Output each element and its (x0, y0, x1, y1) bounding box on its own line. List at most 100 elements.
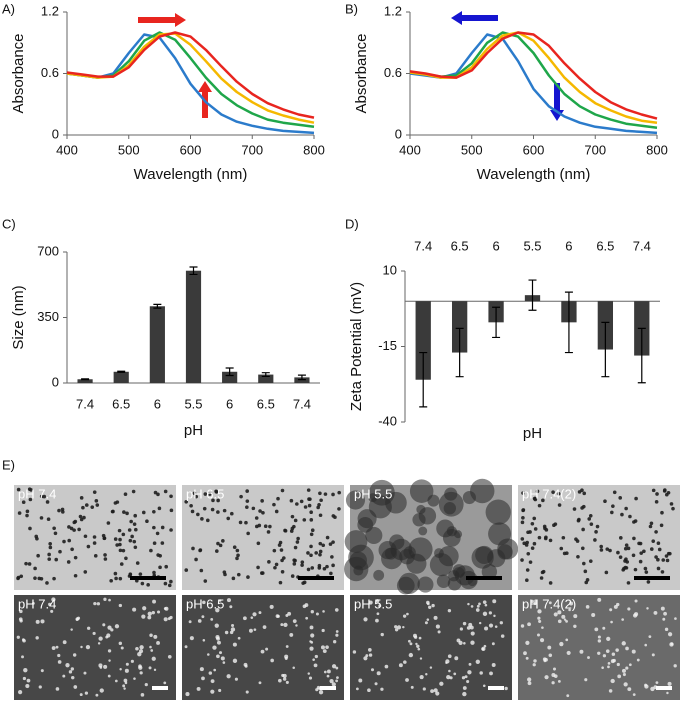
particle (537, 609, 542, 614)
x-tick-label: 5.5 (184, 396, 202, 411)
particle (290, 574, 295, 578)
x-axis-label: Wavelength (nm) (477, 166, 591, 183)
particle (132, 522, 137, 526)
particle (107, 625, 112, 630)
particle (520, 558, 524, 562)
particle (263, 524, 268, 529)
particle (433, 688, 438, 693)
particle (132, 607, 137, 612)
y-tick-label: -15 (378, 338, 397, 353)
particle (488, 611, 492, 615)
particle (276, 496, 280, 501)
particle (222, 661, 226, 664)
particle (625, 666, 629, 670)
particle (662, 489, 667, 493)
particle (85, 645, 91, 650)
particle (70, 667, 75, 671)
particle (33, 566, 37, 571)
aggregate (434, 548, 444, 559)
particle (463, 642, 466, 645)
particle (242, 616, 247, 621)
particle (96, 602, 101, 606)
particle (662, 617, 666, 621)
particle (430, 689, 434, 694)
particle (625, 560, 630, 564)
particle (138, 665, 143, 670)
image-label: pH 7.4(2) (522, 486, 576, 501)
particle (215, 608, 220, 613)
aggregate (345, 490, 366, 510)
particle (184, 568, 189, 572)
aggregate (487, 549, 506, 568)
error-bar (637, 327, 646, 384)
particle (572, 507, 577, 511)
aggregate (368, 493, 378, 503)
aggregate (418, 526, 428, 536)
particle (267, 560, 271, 564)
particle (624, 506, 628, 511)
particle (295, 502, 299, 506)
particle (103, 553, 107, 557)
particle (569, 601, 574, 606)
particle (621, 641, 626, 646)
particle (153, 490, 158, 495)
particle (232, 658, 238, 664)
particle (425, 673, 428, 676)
particle (331, 563, 335, 568)
particle (638, 559, 643, 564)
particle (523, 651, 527, 656)
particle (540, 638, 545, 643)
particle (445, 661, 448, 665)
particle (36, 553, 40, 558)
particle (256, 541, 261, 546)
particle (530, 599, 534, 604)
particle (246, 531, 250, 536)
particle (464, 675, 468, 679)
particle (667, 632, 673, 637)
particle (220, 656, 225, 661)
aggregate (344, 530, 368, 553)
particle (292, 666, 295, 670)
particle (322, 649, 327, 654)
particle (585, 605, 590, 609)
particle (107, 649, 112, 653)
particle (453, 672, 457, 676)
particle (605, 547, 610, 551)
y-tick-label: 1.2 (384, 3, 402, 18)
x-tick-label: 6.5 (112, 396, 130, 411)
particle (435, 624, 440, 629)
particle (163, 489, 168, 494)
particle (532, 541, 537, 546)
particle (308, 676, 313, 680)
particle (72, 520, 77, 525)
particle (556, 491, 561, 496)
particle (139, 645, 144, 650)
particle (653, 610, 658, 615)
particle (325, 535, 330, 540)
particle (335, 630, 339, 633)
particle (406, 612, 409, 616)
particle (632, 613, 638, 618)
particle (244, 520, 248, 525)
particle (656, 566, 661, 571)
spectrum-line (66, 33, 315, 135)
particle (276, 614, 280, 618)
particle (51, 597, 56, 602)
particle (475, 608, 480, 612)
particle (274, 562, 279, 567)
micrograph: pH 5.5 (344, 478, 519, 595)
particle (544, 535, 548, 540)
particle (666, 490, 671, 495)
particle (475, 659, 480, 664)
particle (67, 538, 72, 543)
particle (666, 691, 669, 695)
particle (594, 627, 599, 632)
particle (133, 513, 138, 518)
particle (527, 681, 532, 686)
x-tick-label: 6.5 (596, 238, 614, 253)
particle (299, 499, 304, 504)
particle (525, 640, 530, 645)
particle (415, 642, 418, 646)
x-tick-label: 600 (523, 142, 545, 157)
particle (206, 518, 210, 523)
